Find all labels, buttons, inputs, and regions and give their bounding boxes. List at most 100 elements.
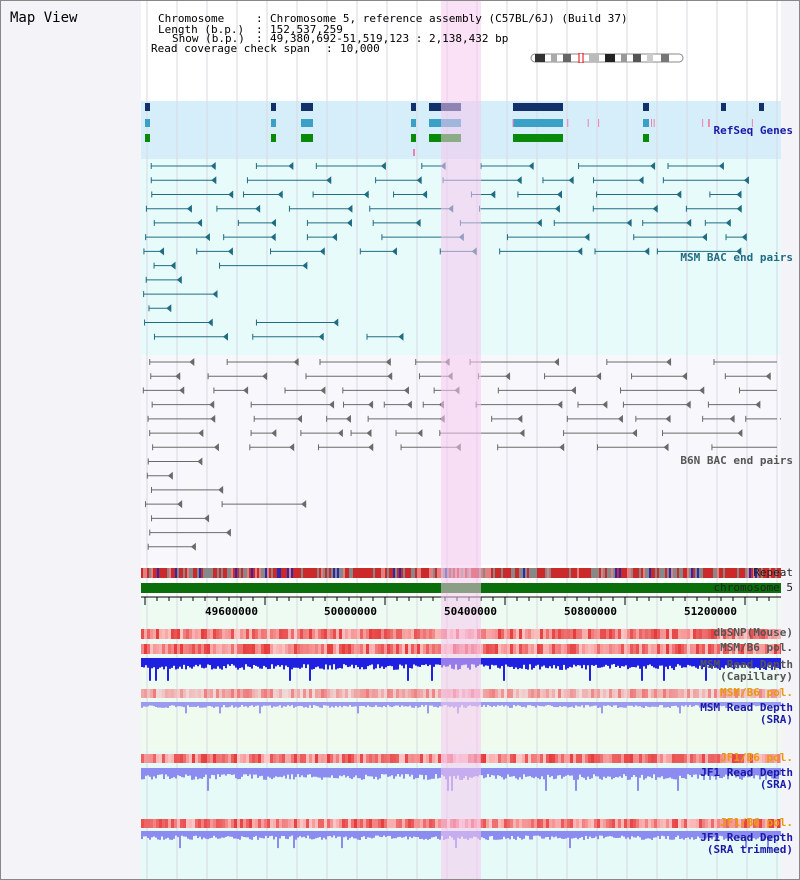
polymorphism-cell	[528, 629, 531, 639]
jf1-trimmed-depth-bar	[489, 831, 491, 837]
track-label-jf1-depth[interactable]: JF1 Read Depth	[700, 766, 793, 779]
polymorphism-cell	[306, 629, 309, 639]
polymorphism-cell	[774, 689, 777, 698]
polymorphism-cell	[390, 689, 393, 698]
msm-capillary-depth-bar	[427, 658, 429, 667]
jf1-trimmed-depth-bar	[613, 831, 615, 838]
jf1-depth-bar	[547, 768, 549, 775]
jf1-depth-bar	[565, 768, 567, 776]
polymorphism-cell	[681, 754, 684, 763]
chromosome-ideogram[interactable]	[529, 53, 685, 63]
repeat-element	[347, 568, 349, 578]
msm-sra-depth-bar	[431, 702, 433, 706]
polymorphism-cell	[510, 754, 513, 763]
polymorphism-cell	[351, 819, 354, 828]
selected-region-highlight[interactable]	[441, 1, 481, 879]
track-label-msm-depth-capillary[interactable]: MSM Read Depth	[700, 658, 793, 671]
msm-capillary-depth-bar	[565, 658, 567, 670]
repeat-element	[631, 568, 633, 578]
track-label-msm-bac[interactable]: MSM BAC end pairs	[680, 251, 793, 264]
polymorphism-cell	[165, 754, 168, 763]
polymorphism-cell	[402, 689, 405, 698]
polymorphism-cell	[492, 629, 495, 639]
jf1-trimmed-depth-bar	[627, 831, 629, 838]
track-label-jf1-depth-trimmed[interactable]: JF1 Read Depth	[700, 831, 793, 844]
msm-capillary-depth-bar	[267, 658, 269, 670]
repeat-element	[731, 568, 733, 578]
repeat-element	[411, 568, 413, 578]
msm-capillary-depth-bar	[243, 658, 245, 670]
polymorphism-cell	[291, 644, 294, 654]
msm-sra-depth-bar	[383, 702, 385, 706]
repeat-element	[751, 568, 753, 578]
jf1-depth-bar	[581, 768, 583, 778]
polymorphism-cell	[678, 644, 681, 654]
repeat-element	[741, 568, 743, 578]
msm-sra-depth-bar	[213, 702, 215, 708]
polymorphism-cell	[249, 629, 252, 639]
track-label-jf1-b6-pol-1[interactable]: JF1/B6 pol.	[720, 751, 793, 764]
track-label-msm-depth-sra[interactable]: MSM Read Depth	[700, 701, 793, 714]
jf1-trimmed-depth-bar	[753, 831, 755, 839]
jf1-trimmed-depth-bar	[223, 831, 225, 838]
msm-capillary-depth-bar	[667, 658, 669, 670]
msm-sra-depth-bar	[747, 702, 749, 707]
track-label-refseq-genes[interactable]: RefSeq Genes	[713, 124, 793, 137]
polymorphism-cell	[708, 689, 711, 698]
jf1-trimmed-depth-bar	[579, 831, 581, 838]
track-label-b6n-bac[interactable]: B6N BAC end pairs	[680, 454, 793, 467]
polymorphism-cell	[156, 819, 159, 828]
track-label-jf1-b6-pol-2[interactable]: JF1/B6 pol.	[720, 816, 793, 829]
msm-sra-depth-bar	[607, 702, 609, 706]
jf1-trimmed-depth-bar	[775, 831, 777, 837]
msm-bac-pair-end	[270, 233, 276, 242]
polymorphism-cell	[300, 819, 303, 828]
track-label-msm-b6-pol-1[interactable]: MSM/B6 pol.	[720, 641, 793, 654]
msm-sra-depth-bar	[511, 702, 513, 708]
repeat-element	[217, 568, 219, 578]
polymorphism-cell	[273, 644, 276, 654]
polymorphism-cell	[327, 644, 330, 654]
msm-bac-pair-end	[318, 332, 324, 341]
polymorphism-cell	[561, 629, 564, 639]
repeat-element	[419, 568, 421, 578]
polymorphism-cell	[645, 754, 648, 763]
track-label-chromosome[interactable]: chromosome 5	[713, 581, 793, 594]
jf1-trimmed-depth-bar	[219, 831, 221, 839]
polymorphism-cell	[585, 644, 588, 654]
polymorphism-cell	[726, 689, 729, 698]
msm-capillary-depth-bar	[693, 658, 695, 667]
msm-capillary-depth-bar	[415, 658, 417, 666]
polymorphism-cell	[717, 644, 720, 654]
repeat-element	[499, 568, 501, 578]
polymorphism-cell	[597, 819, 600, 828]
polymorphism-cell	[201, 754, 204, 763]
polymorphism-cell	[159, 629, 162, 639]
jf1-depth-bar	[601, 768, 603, 780]
jf1-trimmed-depth-bar	[731, 831, 733, 838]
track-label-dbsnp[interactable]: dbSNP(Mouse)	[713, 626, 793, 639]
polymorphism-cell	[642, 689, 645, 698]
polymorphism-cell	[561, 754, 564, 763]
polymorphism-cell	[141, 644, 144, 654]
jf1-depth-bar	[331, 768, 333, 776]
polymorphism-cell	[432, 644, 435, 654]
msm-capillary-depth-bar	[421, 658, 423, 665]
repeat-element	[147, 568, 149, 578]
polymorphism-cell	[690, 689, 693, 698]
polymorphism-cell	[564, 819, 567, 828]
jf1-trimmed-depth-bar	[383, 831, 385, 836]
track-label-repeat[interactable]: Repeat	[753, 566, 793, 579]
polymorphism-cell	[147, 644, 150, 654]
repeat-element	[661, 568, 663, 578]
track-label-msm-b6-pol-2[interactable]: MSM/B6 pol.	[720, 686, 793, 699]
msm-sra-depth-bar	[261, 702, 263, 707]
repeat-element	[525, 568, 527, 578]
jf1-depth-bar	[143, 768, 145, 780]
polymorphism-cell	[498, 754, 501, 763]
msm-sra-depth-bar	[673, 702, 675, 706]
polymorphism-cell	[318, 819, 321, 828]
polymorphism-cell	[207, 644, 210, 654]
msm-capillary-depth-bar	[157, 658, 159, 670]
polymorphism-cell	[384, 819, 387, 828]
